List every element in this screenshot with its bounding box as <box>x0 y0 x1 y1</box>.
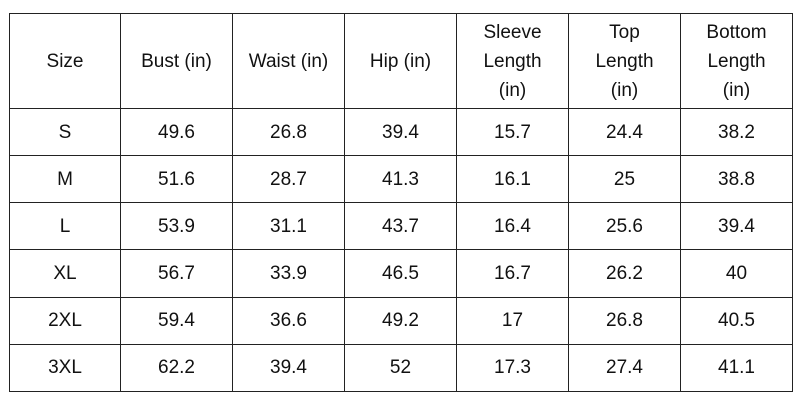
header-sleeve-length: Sleeve Length (in) <box>456 13 569 109</box>
cell-hip: 46.5 <box>344 249 457 298</box>
cell-size: L <box>9 202 121 251</box>
cell-bust: 56.7 <box>120 249 233 298</box>
cell-sleeve-length: 16.4 <box>456 202 569 251</box>
header-top-length: Top Length (in) <box>568 13 681 109</box>
cell-top-length: 25.6 <box>568 202 681 251</box>
header-bust: Bust (in) <box>120 13 233 109</box>
cell-size: 3XL <box>9 343 121 393</box>
cell-hip: 49.2 <box>344 296 457 345</box>
cell-waist: 36.6 <box>232 296 345 345</box>
header-hip-label: Hip (in) <box>369 50 432 72</box>
header-waist: Waist (in) <box>232 13 345 109</box>
cell-hip: 39.4 <box>344 107 457 157</box>
header-bust-label: Bust (in) <box>141 50 212 72</box>
cell-bust: 62.2 <box>120 343 233 393</box>
cell-waist: 31.1 <box>232 202 345 251</box>
table-row: M 51.6 28.7 41.3 16.1 25 38.8 <box>9 155 793 204</box>
cell-waist: 26.8 <box>232 107 345 157</box>
header-waist-label: Waist (in) <box>248 50 329 72</box>
cell-bust: 49.6 <box>120 107 233 157</box>
table-row: XL 56.7 33.9 46.5 16.7 26.2 40 <box>9 249 793 298</box>
cell-size: 2XL <box>9 296 121 345</box>
cell-top-length: 25 <box>568 155 681 204</box>
header-bottom-length: Bottom Length (in) <box>680 13 793 109</box>
cell-bottom-length: 39.4 <box>680 202 793 251</box>
cell-bust: 53.9 <box>120 202 233 251</box>
size-chart-table: Size Bust (in) Waist (in) Hip (in) Sleev… <box>9 13 793 393</box>
cell-sleeve-length: 16.7 <box>456 249 569 298</box>
cell-bottom-length: 38.2 <box>680 107 793 157</box>
cell-bottom-length: 40.5 <box>680 296 793 345</box>
cell-top-length: 26.8 <box>568 296 681 345</box>
table-row: L 53.9 31.1 43.7 16.4 25.6 39.4 <box>9 202 793 251</box>
header-sleeve-length-label: Sleeve Length (in) <box>483 21 542 101</box>
cell-bottom-length: 40 <box>680 249 793 298</box>
cell-size: M <box>9 155 121 204</box>
header-bottom-length-label: Bottom Length (in) <box>706 21 767 101</box>
header-size: Size <box>9 13 121 109</box>
header-size-label: Size <box>46 50 84 72</box>
header-top-length-label: Top Length (in) <box>595 21 654 101</box>
cell-sleeve-length: 16.1 <box>456 155 569 204</box>
cell-sleeve-length: 17 <box>456 296 569 345</box>
cell-size: S <box>9 107 121 157</box>
cell-waist: 33.9 <box>232 249 345 298</box>
cell-top-length: 24.4 <box>568 107 681 157</box>
cell-bottom-length: 41.1 <box>680 343 793 393</box>
table-header-row: Size Bust (in) Waist (in) Hip (in) Sleev… <box>9 13 793 109</box>
cell-sleeve-length: 15.7 <box>456 107 569 157</box>
table-row: 2XL 59.4 36.6 49.2 17 26.8 40.5 <box>9 296 793 345</box>
cell-waist: 28.7 <box>232 155 345 204</box>
cell-bust: 59.4 <box>120 296 233 345</box>
cell-top-length: 27.4 <box>568 343 681 393</box>
cell-waist: 39.4 <box>232 343 345 393</box>
table-row: S 49.6 26.8 39.4 15.7 24.4 38.2 <box>9 107 793 157</box>
cell-hip: 43.7 <box>344 202 457 251</box>
cell-bottom-length: 38.8 <box>680 155 793 204</box>
cell-size: XL <box>9 249 121 298</box>
table-row: 3XL 62.2 39.4 52 17.3 27.4 41.1 <box>9 343 793 393</box>
header-hip: Hip (in) <box>344 13 457 109</box>
cell-hip: 52 <box>344 343 457 393</box>
cell-top-length: 26.2 <box>568 249 681 298</box>
cell-bust: 51.6 <box>120 155 233 204</box>
cell-sleeve-length: 17.3 <box>456 343 569 393</box>
cell-hip: 41.3 <box>344 155 457 204</box>
